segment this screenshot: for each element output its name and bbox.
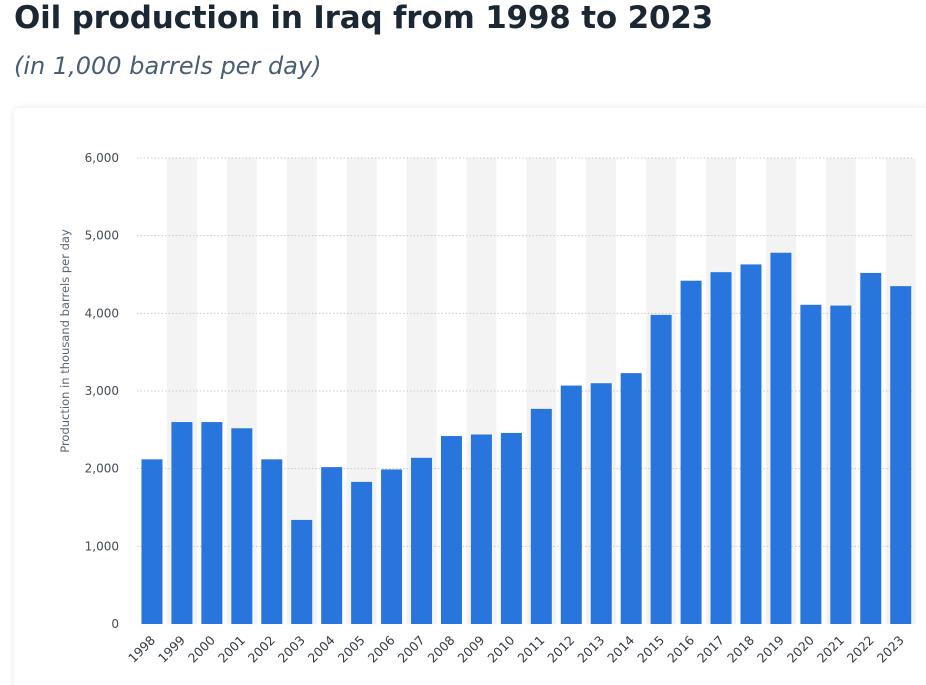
x-tick-label: 2009: [454, 632, 487, 665]
bar-2023: [890, 286, 912, 624]
chart-card: 0 1,000 2,000 3,000 4,000 5,000 6,000 1998 1999…: [14, 108, 926, 685]
x-tick-label: 2015: [634, 633, 667, 666]
y-axis-label: Production in thousand barrels per day: [58, 229, 72, 453]
x-tick-label: 2020: [784, 632, 817, 665]
x-tick-label: 2007: [395, 633, 428, 666]
bar-2010: [500, 432, 522, 624]
bar-2021: [830, 305, 852, 624]
x-tick-label: 2001: [215, 633, 248, 666]
bar-2008: [440, 436, 462, 624]
bar-2004: [321, 467, 343, 624]
bar-2020: [800, 304, 822, 624]
x-tick-label: 2011: [514, 633, 547, 666]
bar-2022: [860, 272, 882, 624]
y-tick-label: 5,000: [85, 229, 119, 243]
x-tick-label: 1999: [155, 632, 188, 665]
bars: [141, 252, 912, 624]
bar-2013: [590, 383, 612, 624]
y-axis-ticks: 0 1,000 2,000 3,000 4,000 5,000 6,000: [85, 151, 119, 631]
x-tick-label: 2017: [694, 633, 727, 666]
bar-2003: [291, 519, 313, 624]
x-tick-label: 2005: [335, 633, 368, 666]
bar-2009: [470, 434, 492, 624]
y-tick-label: 6,000: [85, 151, 119, 165]
x-tick-label: 2023: [874, 633, 907, 666]
bar-2012: [560, 385, 582, 624]
x-tick-label: 2008: [424, 632, 457, 665]
y-tick-label: 1,000: [85, 539, 119, 553]
x-tick-label: 2013: [574, 633, 607, 666]
x-tick-label: 2014: [604, 632, 637, 665]
bar-chart: 0 1,000 2,000 3,000 4,000 5,000 6,000 19981999…: [58, 151, 916, 666]
x-tick-label: 2019: [754, 632, 787, 665]
bar-2011: [530, 408, 552, 624]
y-tick-label: 2,000: [85, 462, 119, 476]
bar-2006: [381, 469, 403, 624]
x-tick-label: 2012: [544, 633, 577, 666]
x-tick-label: 2003: [275, 633, 308, 666]
y-tick-label: 3,000: [85, 384, 119, 398]
x-tick-label: 2004: [305, 632, 338, 665]
bar-2007: [411, 457, 433, 624]
x-axis-ticks: 1998199920002001200220032004200520062007…: [125, 632, 907, 665]
x-tick-label: 2016: [664, 632, 697, 665]
bar-2019: [770, 252, 792, 624]
bar-2015: [650, 314, 672, 624]
y-tick-label: 0: [111, 617, 119, 631]
bar-2001: [231, 428, 253, 624]
x-tick-label: 2006: [365, 632, 398, 665]
x-tick-label: 2002: [245, 633, 278, 666]
bar-2014: [620, 373, 642, 624]
bar-1999: [171, 422, 193, 624]
chart-title: Oil production in Iraq from 1998 to 2023: [14, 0, 714, 36]
bar-2005: [351, 481, 373, 624]
bar-2017: [710, 272, 732, 624]
bar-1998: [141, 459, 163, 624]
bar-2016: [680, 280, 702, 624]
y-tick-label: 4,000: [85, 306, 119, 320]
x-tick-label: 2000: [185, 632, 218, 665]
x-tick-label: 2018: [724, 632, 757, 665]
bar-2018: [740, 264, 762, 624]
x-tick-label: 1998: [125, 632, 158, 665]
x-tick-label: 2021: [814, 633, 847, 666]
chart-subtitle: (in 1,000 barrels per day): [14, 52, 322, 80]
bar-2000: [201, 422, 223, 624]
x-tick-label: 2010: [484, 632, 517, 665]
x-tick-label: 2022: [844, 633, 877, 666]
bar-2002: [261, 459, 283, 624]
